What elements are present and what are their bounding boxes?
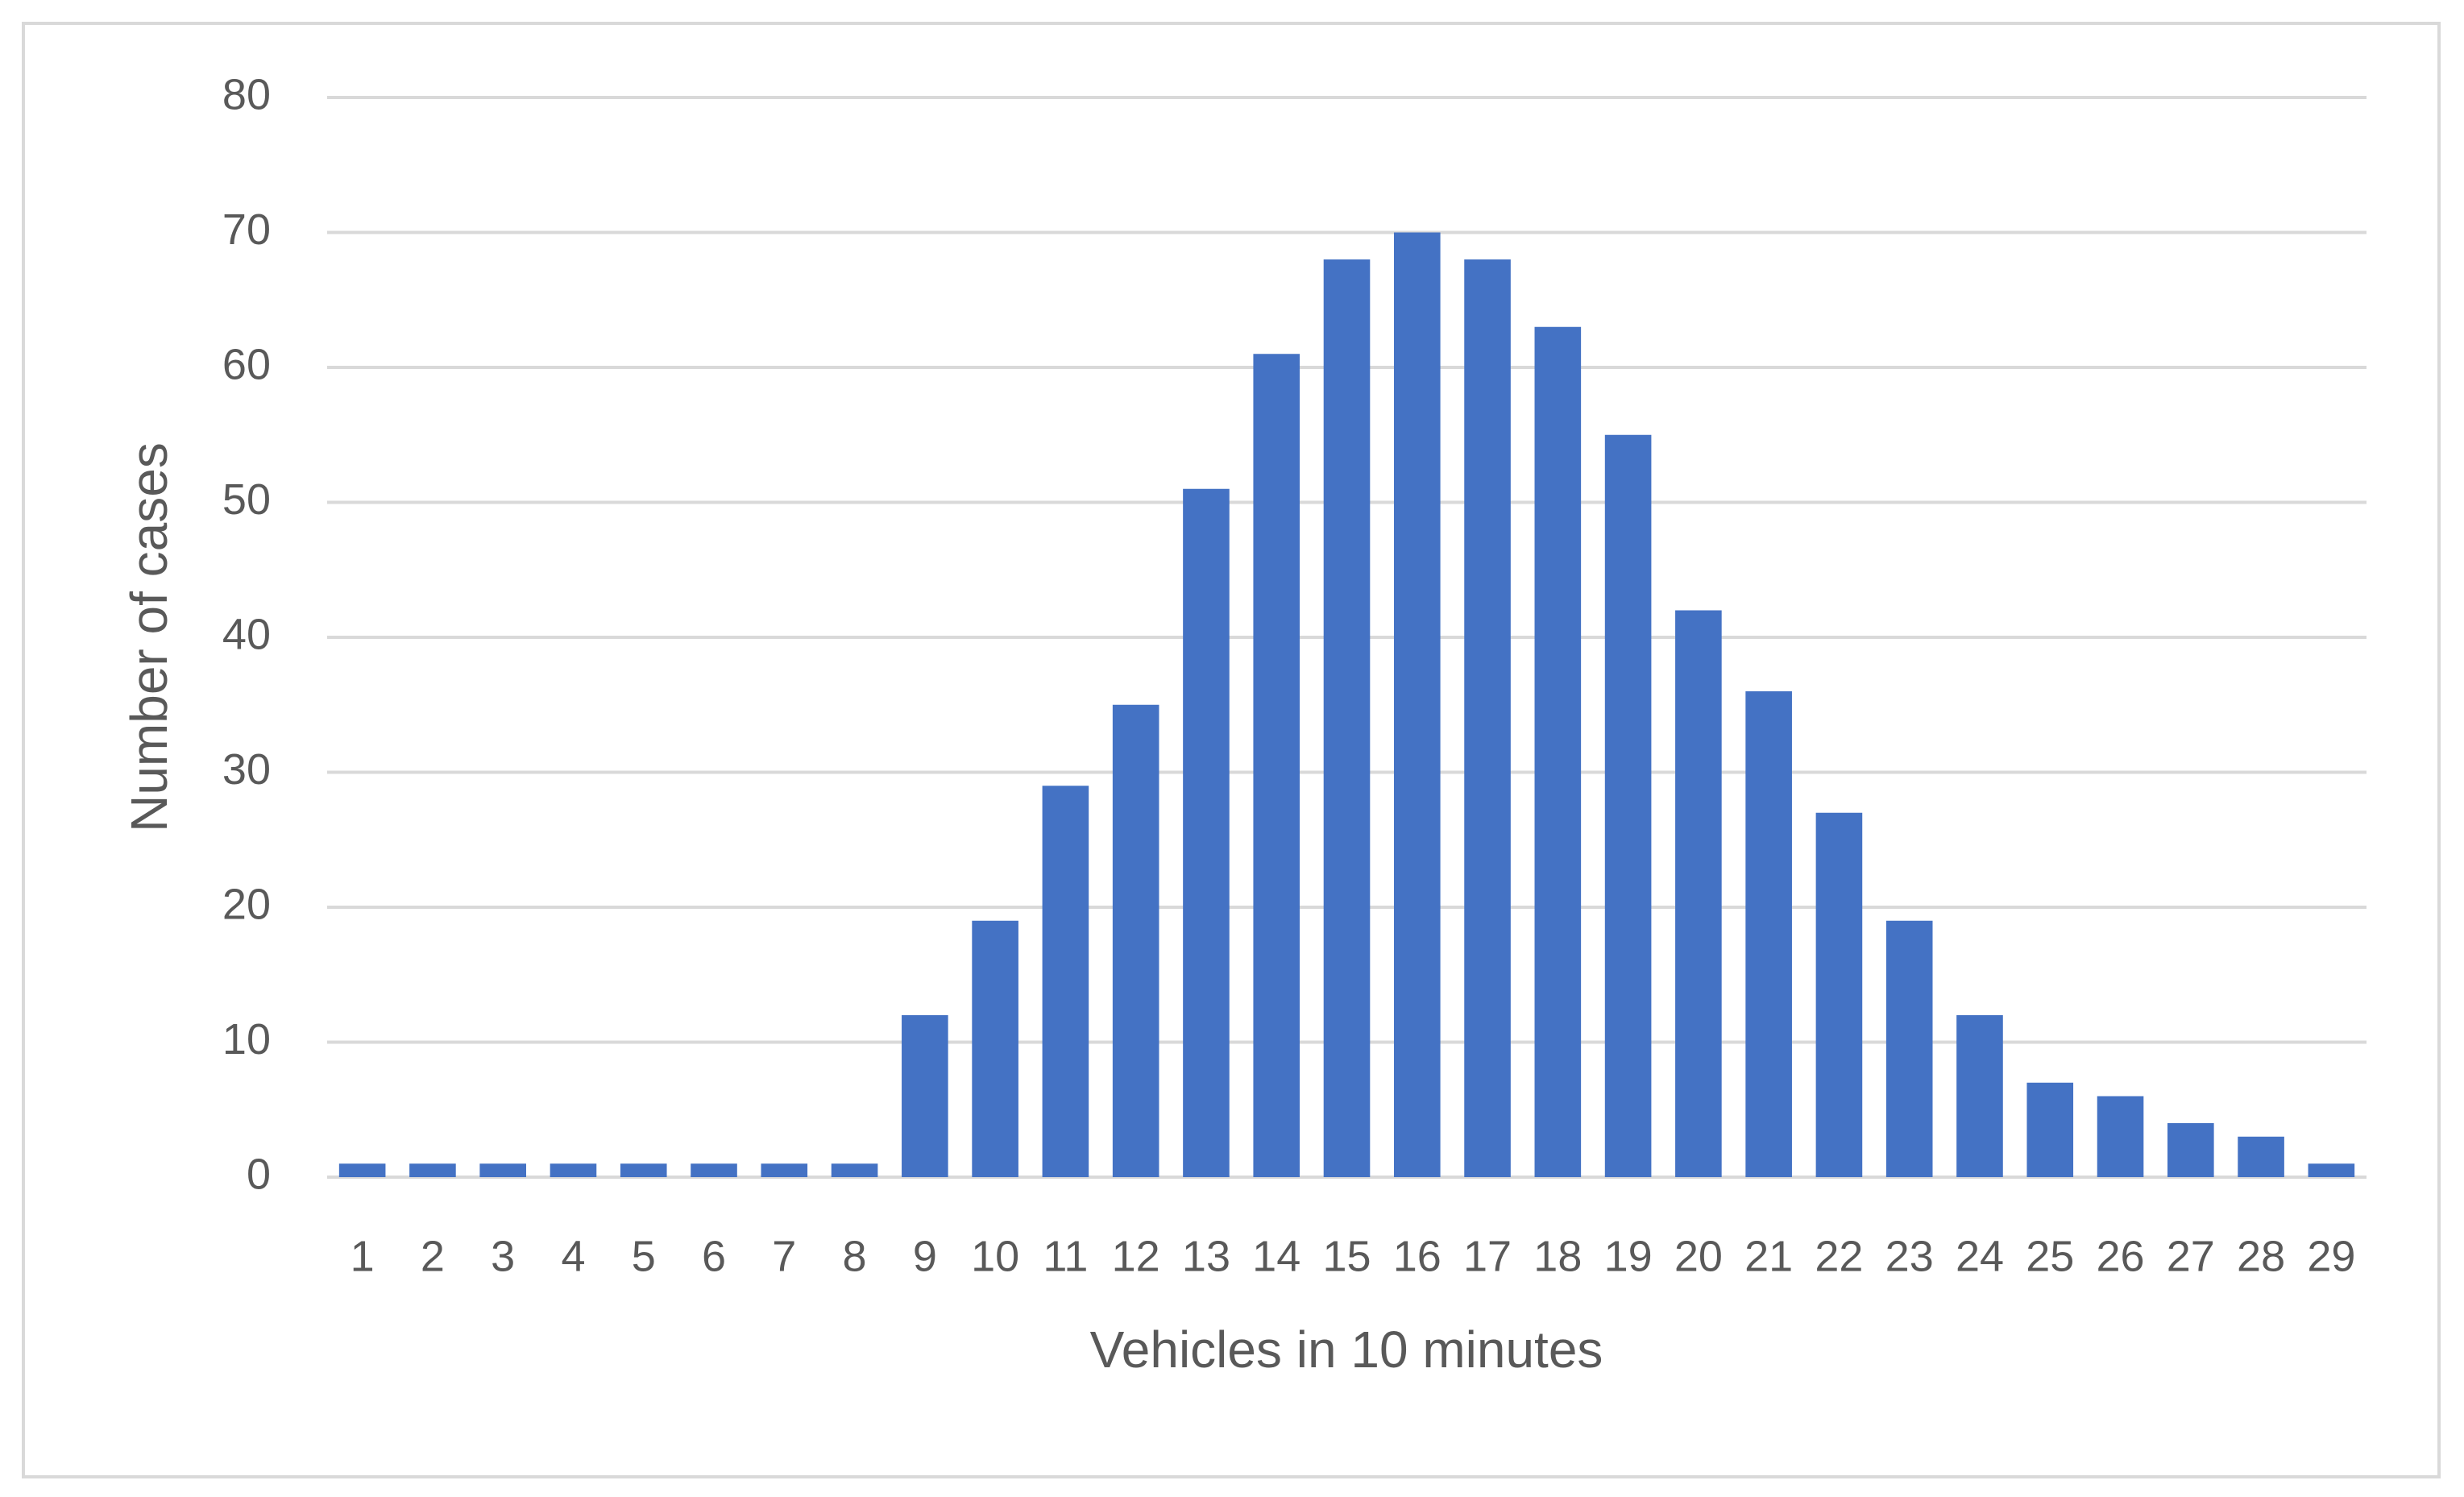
x-tick-label: 26 bbox=[2096, 1232, 2144, 1280]
y-tick-label: 10 bbox=[222, 1015, 271, 1064]
y-tick-label: 60 bbox=[222, 340, 271, 388]
bar bbox=[1956, 1015, 2003, 1177]
x-tick-label: 25 bbox=[2026, 1232, 2074, 1280]
bar bbox=[1745, 691, 1792, 1177]
x-tick-label: 18 bbox=[1533, 1232, 1582, 1280]
x-tick-label: 19 bbox=[1604, 1232, 1653, 1280]
x-tick-label: 17 bbox=[1463, 1232, 1512, 1280]
x-tick-label: 10 bbox=[971, 1232, 1019, 1280]
x-tick-label: 23 bbox=[1885, 1232, 1934, 1280]
bar bbox=[1815, 812, 1863, 1177]
x-tick-label: 15 bbox=[1322, 1232, 1371, 1280]
y-tick-label: 50 bbox=[222, 475, 271, 524]
bar bbox=[2097, 1096, 2144, 1177]
bar bbox=[1112, 704, 1159, 1177]
x-tick-label: 13 bbox=[1182, 1232, 1230, 1280]
bar bbox=[761, 1163, 808, 1177]
x-tick-label: 24 bbox=[1956, 1232, 2004, 1280]
bar bbox=[972, 920, 1018, 1177]
bar bbox=[831, 1163, 878, 1177]
bar bbox=[1885, 920, 1933, 1177]
x-tick-label: 8 bbox=[843, 1232, 867, 1280]
bar bbox=[1675, 610, 1722, 1177]
x-tick-label: 28 bbox=[2237, 1232, 2285, 1280]
bar bbox=[1042, 786, 1089, 1177]
x-tick-label: 11 bbox=[1043, 1232, 1088, 1280]
bar bbox=[1393, 232, 1441, 1177]
x-tick-label: 7 bbox=[772, 1232, 796, 1280]
bar bbox=[620, 1163, 667, 1177]
y-tick-label: 20 bbox=[222, 880, 271, 928]
bar bbox=[1604, 434, 1652, 1177]
x-tick-label: 1 bbox=[351, 1232, 375, 1280]
x-tick-label: 4 bbox=[561, 1232, 585, 1280]
x-tick-label: 12 bbox=[1112, 1232, 1160, 1280]
x-tick-label: 29 bbox=[2307, 1232, 2355, 1280]
x-axis-title: Vehicles in 10 minutes bbox=[1090, 1321, 1603, 1379]
bar bbox=[479, 1163, 526, 1177]
x-tick-label: 9 bbox=[913, 1232, 937, 1280]
bar bbox=[550, 1163, 597, 1177]
x-tick-label: 27 bbox=[2167, 1232, 2215, 1280]
bar bbox=[2238, 1136, 2284, 1177]
bar bbox=[1253, 354, 1300, 1177]
x-tick-label: 21 bbox=[1744, 1232, 1793, 1280]
x-tick-label: 3 bbox=[491, 1232, 515, 1280]
y-tick-label: 0 bbox=[247, 1150, 271, 1198]
y-tick-label: 70 bbox=[222, 205, 271, 254]
x-tick-label: 5 bbox=[632, 1232, 656, 1280]
bar bbox=[2167, 1123, 2214, 1177]
bar bbox=[409, 1163, 456, 1177]
x-tick-label: 20 bbox=[1674, 1232, 1723, 1280]
x-tick-label: 22 bbox=[1815, 1232, 1863, 1280]
bar bbox=[1464, 259, 1511, 1177]
bar bbox=[2308, 1163, 2355, 1177]
bar bbox=[2026, 1082, 2074, 1177]
y-axis-title: Number of cases bbox=[120, 442, 178, 832]
y-tick-label: 40 bbox=[222, 610, 271, 658]
bar bbox=[1183, 488, 1230, 1177]
y-tick-label: 80 bbox=[222, 70, 271, 118]
x-tick-label: 16 bbox=[1393, 1232, 1441, 1280]
x-tick-label: 2 bbox=[421, 1232, 445, 1280]
bar bbox=[1534, 326, 1582, 1177]
chart-frame bbox=[22, 22, 2441, 1478]
bar bbox=[1323, 259, 1371, 1177]
y-tick-label: 30 bbox=[222, 745, 271, 794]
x-tick-label: 14 bbox=[1252, 1232, 1300, 1280]
bar bbox=[338, 1163, 386, 1177]
x-tick-label: 6 bbox=[702, 1232, 726, 1280]
bar bbox=[691, 1163, 737, 1177]
bar bbox=[902, 1015, 948, 1177]
